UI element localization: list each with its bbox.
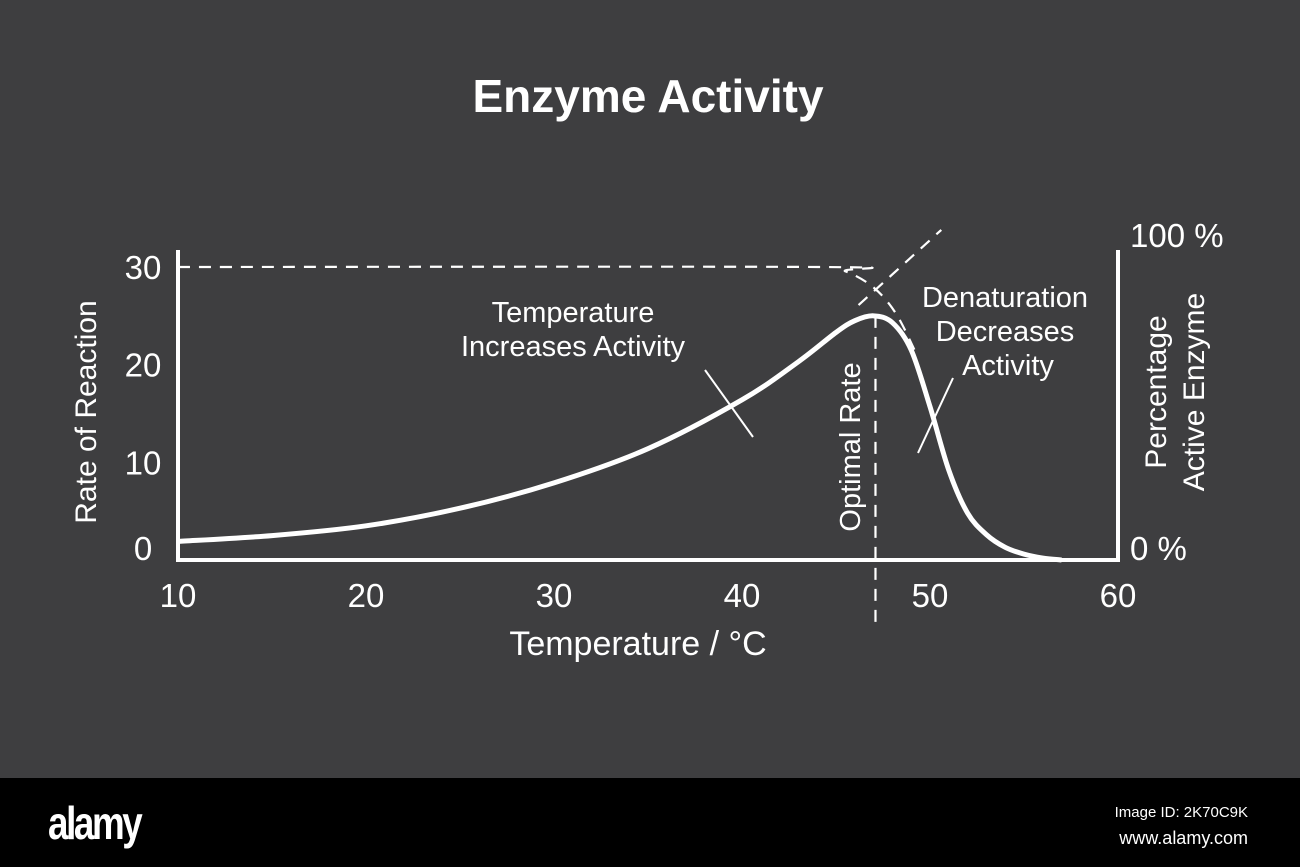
alamy-logo: alamy xyxy=(48,797,143,849)
image-id: Image ID: 2K70C9K xyxy=(1114,804,1248,821)
y2-tick-label: 0 % xyxy=(1130,530,1187,567)
annotation-optimal: Optimal Rate xyxy=(835,362,867,531)
y-axis-label: Rate of Reaction xyxy=(70,300,103,523)
y2-tick-label: 100 % xyxy=(1130,217,1224,254)
annotation-increase-pointer xyxy=(704,369,754,438)
annotation-increase-line2: Increases Activity xyxy=(461,331,686,363)
y-tick-label: 10 xyxy=(125,444,162,481)
x-tick-label: 20 xyxy=(348,577,385,614)
rate-of-reaction-line xyxy=(177,313,1062,563)
y-tick-label: 30 xyxy=(125,249,162,286)
x-tick-label: 30 xyxy=(536,577,573,614)
annotation-denature-pointer xyxy=(917,377,954,454)
x-tick-label: 60 xyxy=(1100,577,1137,614)
axes xyxy=(176,250,1120,562)
annotation-denature-line2: Decreases xyxy=(936,316,1075,348)
series-layer xyxy=(177,229,1062,628)
active-enzyme-dashed-line xyxy=(177,265,918,356)
x-tick-label: 40 xyxy=(724,577,761,614)
annotation-increase-line1: Temperature xyxy=(492,297,655,329)
y-tick-label: 20 xyxy=(125,347,162,384)
watermark-footer: alamy Image ID: 2K70C9K www.alamy.com xyxy=(0,778,1300,867)
annotation-denature-line3: Activity xyxy=(962,350,1054,382)
watermark-url: www.alamy.com xyxy=(1119,828,1248,848)
axis-frame xyxy=(176,250,1120,562)
x-tick-label: 50 xyxy=(912,577,949,614)
chart-title: Enzyme Activity xyxy=(472,70,824,122)
annotation-denature-line1: Denaturation xyxy=(922,282,1088,314)
y2-axis-label-line2: Active Enzyme xyxy=(1178,293,1211,491)
y-tick-label: 0 xyxy=(134,530,152,567)
x-axis-label: Temperature / °C xyxy=(509,625,766,663)
x-tick-label: 10 xyxy=(160,577,197,614)
extrapolation-dashed-line xyxy=(857,229,943,306)
y2-axis-label-line1: Percentage xyxy=(1140,315,1173,468)
